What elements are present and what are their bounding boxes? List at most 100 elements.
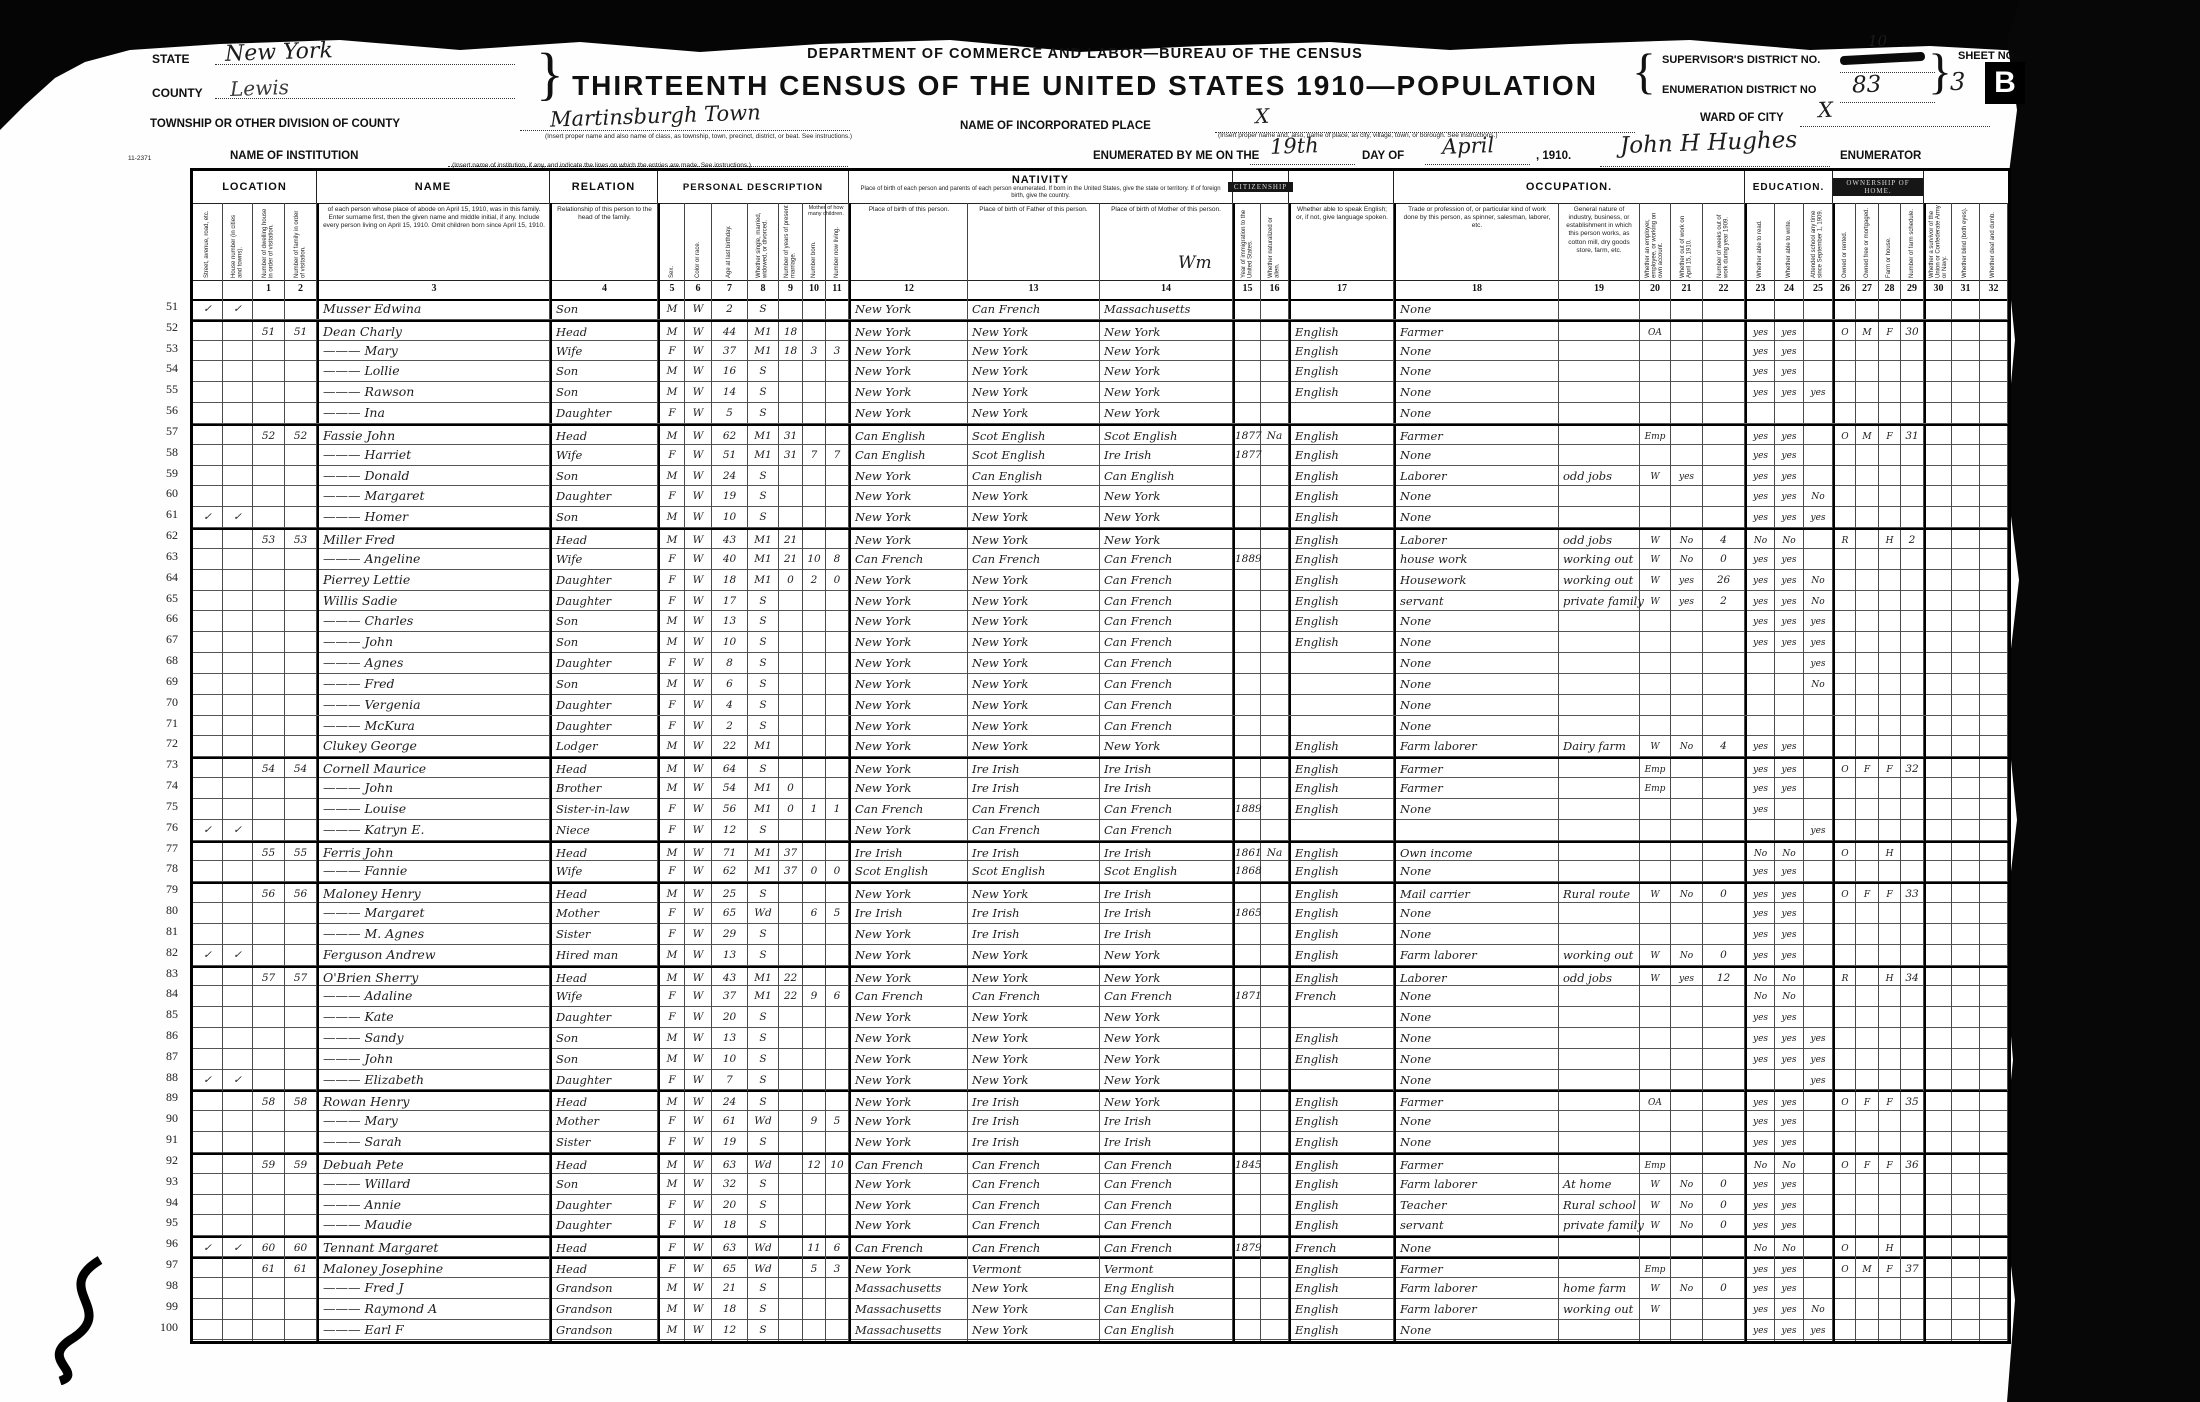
cell-pobf: New York	[968, 1027, 1100, 1049]
cell-mar: S	[748, 361, 779, 383]
table-row: ——— Earl F Grandson M W 12 S Massachusetts New …	[193, 1319, 2008, 1341]
cell-own: O	[1833, 759, 1856, 781]
cell-nat	[1261, 1154, 1289, 1176]
cell-value-pobm: Can French	[1104, 1218, 1173, 1233]
cell-value-mar: M1	[754, 782, 772, 795]
cell-deaf	[1980, 798, 2008, 820]
cell-blind	[1952, 1319, 1980, 1341]
cell-own	[1833, 1173, 1856, 1195]
cell-pob: Massachusetts	[849, 1319, 968, 1341]
cell-value-age: 10	[722, 1052, 737, 1065]
cell-born	[803, 923, 826, 945]
cell-value-lang: English	[1295, 1051, 1339, 1066]
cell-vet	[1924, 425, 1952, 447]
cell-value-imm: 1877	[1235, 448, 1262, 461]
cell-living	[826, 1048, 849, 1070]
column-number-out: 21	[1671, 280, 1703, 299]
cell-fam	[285, 694, 317, 715]
cell-mar: S	[748, 673, 779, 695]
cell-value-occ: None	[1400, 614, 1432, 629]
district-brace-open: {	[1632, 43, 1656, 99]
cell-nat	[1261, 1092, 1289, 1114]
cell-value-pob: New York	[855, 1095, 912, 1110]
cell-read: No	[1745, 1238, 1775, 1260]
cell-name: ——— Agnes	[317, 653, 550, 675]
section-location: LOCATION	[193, 171, 317, 203]
cell-rel: Head	[550, 1259, 658, 1281]
cell-living: 1	[826, 798, 849, 820]
cell-dw	[253, 632, 285, 654]
cell-fam	[285, 1298, 317, 1320]
cell-school	[1804, 842, 1833, 864]
cell-mort	[1856, 530, 1879, 552]
cell-loc2	[223, 715, 253, 736]
cell-value-pobf: New York	[972, 1030, 1029, 1045]
cell-value-pobf: New York	[972, 697, 1029, 712]
county-label: County	[152, 86, 203, 100]
cell-value-mar: S	[759, 594, 767, 607]
cell-value-born: 0	[810, 865, 818, 878]
cell-school: yes	[1804, 819, 1833, 841]
cell-value-name: ——— Elizabeth	[323, 1071, 425, 1087]
cell-name: ——— Katryn E.	[317, 819, 550, 841]
cell-emp	[1640, 1027, 1671, 1049]
cell-blind	[1952, 1298, 1980, 1320]
cell-loc1	[193, 967, 223, 989]
line-number: 86	[166, 1027, 178, 1042]
cell-rel: Head	[550, 321, 658, 343]
cell-own: R	[1833, 967, 1856, 989]
column-number-mar: 8	[748, 280, 779, 299]
cell-value-dw: 52	[261, 429, 276, 442]
cell-vet	[1924, 923, 1952, 945]
cell-fam	[285, 444, 317, 466]
cell-value-emp: W	[1650, 1221, 1660, 1232]
cell-deaf	[1980, 632, 2008, 654]
cell-age: 51	[712, 444, 748, 466]
cell-pobm: Ire Irish	[1100, 759, 1233, 781]
cell-value-imm: 1889	[1235, 802, 1262, 815]
cell-occ: Farmer	[1394, 1154, 1559, 1176]
cell-own	[1833, 361, 1856, 383]
cell-name: Clukey George	[317, 736, 550, 758]
cell-ind: Rural route	[1559, 884, 1640, 906]
cell-value-mar: Wd	[754, 1263, 772, 1276]
cell-value-own: O	[1841, 327, 1849, 338]
column-head-loc2: House number (in cities and towns).	[223, 203, 253, 280]
cell-mort	[1856, 819, 1879, 841]
cell-color: W	[685, 653, 712, 675]
cell-wks	[1703, 1069, 1745, 1091]
cell-value-school: No	[1811, 492, 1825, 503]
cell-farm	[1879, 736, 1901, 758]
cell-color: W	[685, 1027, 712, 1049]
cell-value-mar: M1	[754, 344, 772, 357]
cell-living	[826, 778, 849, 800]
supervisor-line	[1840, 58, 1935, 73]
cell-value-color: W	[692, 1096, 704, 1109]
cell-value-emp: W	[1650, 1304, 1660, 1315]
cell-value-lang: English	[1295, 906, 1339, 921]
cell-value-lang: English	[1295, 551, 1339, 566]
cell-loc2	[223, 1154, 253, 1176]
cell-name: ——— Charles	[317, 611, 550, 633]
cell-nat	[1261, 1277, 1289, 1299]
cell-loc1	[193, 530, 223, 552]
cell-vet	[1924, 715, 1952, 736]
table-row: ✓ ✓ ——— Katryn E. Niece F W 12 S New York Can Fre…	[193, 819, 2008, 841]
column-head-nat: Whether naturalized or alien.	[1261, 203, 1289, 280]
cell-blind	[1952, 548, 1980, 570]
cell-yrs	[779, 884, 803, 906]
cell-living	[826, 884, 849, 906]
cell-blind	[1952, 903, 1980, 925]
cell-school: yes	[1804, 653, 1833, 675]
cell-value-lang: English	[1295, 1135, 1339, 1150]
cell-school: No	[1804, 569, 1833, 591]
cell-pobm: Can French	[1100, 819, 1233, 841]
cell-value-read: yes	[1752, 431, 1769, 442]
column-number-row: 1 2 3 4 5 6 7 8 9 10 11 12 13 14 15 16 17 18 19 20 21 22 23 24 2…	[193, 280, 2008, 301]
cell-value-sex: M	[666, 303, 678, 315]
cell-wks	[1703, 842, 1745, 864]
cell-value-read: yes	[1752, 929, 1769, 940]
cell-out: No	[1671, 1173, 1703, 1195]
cell-fam	[285, 1319, 317, 1341]
cell-value-read: No	[1753, 848, 1768, 859]
